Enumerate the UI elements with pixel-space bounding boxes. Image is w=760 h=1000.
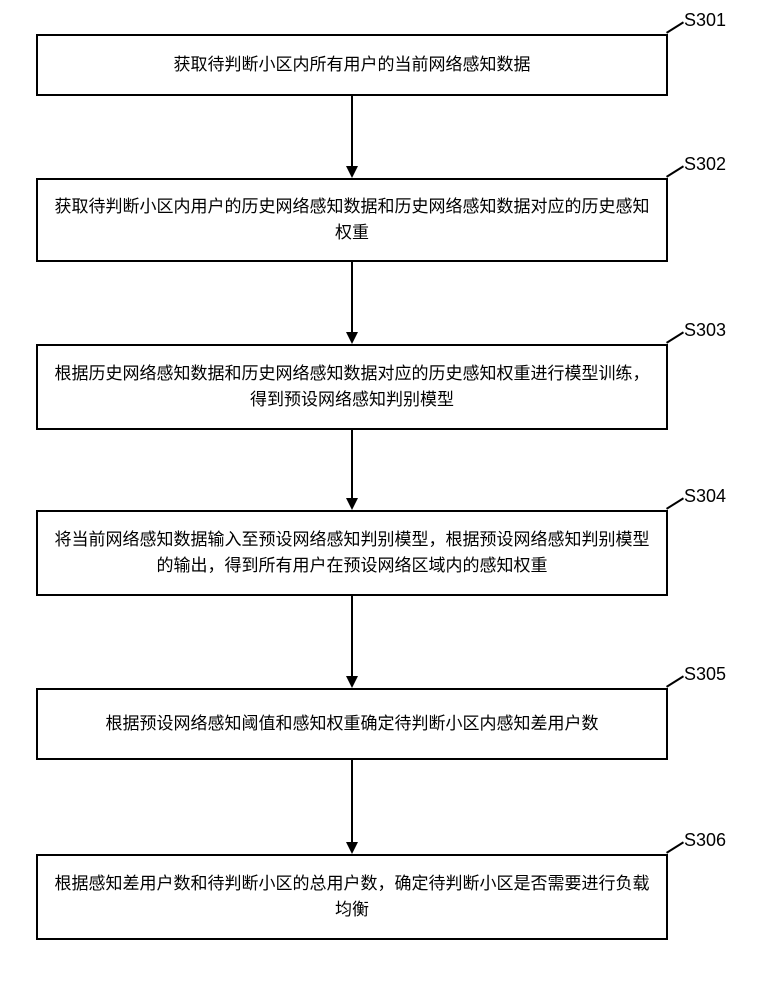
step-label: S303 bbox=[684, 320, 726, 341]
arrow-head-icon bbox=[346, 498, 358, 510]
step-label: S304 bbox=[684, 486, 726, 507]
step-label: S306 bbox=[684, 830, 726, 851]
step-text: 获取待判断小区内用户的历史网络感知数据和历史网络感知数据对应的历史感知权重 bbox=[50, 194, 654, 247]
step-text: 根据预设网络感知阈值和感知权重确定待判断小区内感知差用户数 bbox=[106, 711, 599, 737]
arrow-head-icon bbox=[346, 166, 358, 178]
corner-bracket bbox=[666, 497, 684, 509]
corner-bracket bbox=[666, 841, 684, 853]
flowchart-canvas: 获取待判断小区内所有用户的当前网络感知数据 S301 获取待判断小区内用户的历史… bbox=[0, 0, 760, 1000]
arrow-head-icon bbox=[346, 842, 358, 854]
corner-bracket bbox=[666, 331, 684, 343]
corner-bracket bbox=[666, 165, 684, 177]
step-text: 根据感知差用户数和待判断小区的总用户数，确定待判断小区是否需要进行负载均衡 bbox=[50, 871, 654, 924]
step-label: S305 bbox=[684, 664, 726, 685]
flowchart-step: 获取待判断小区内用户的历史网络感知数据和历史网络感知数据对应的历史感知权重 bbox=[36, 178, 668, 262]
flowchart-step: 将当前网络感知数据输入至预设网络感知判别模型，根据预设网络感知判别模型的输出，得… bbox=[36, 510, 668, 596]
flowchart-step: 根据感知差用户数和待判断小区的总用户数，确定待判断小区是否需要进行负载均衡 bbox=[36, 854, 668, 940]
flowchart-step: 根据历史网络感知数据和历史网络感知数据对应的历史感知权重进行模型训练，得到预设网… bbox=[36, 344, 668, 430]
arrow-shaft bbox=[351, 760, 353, 842]
arrow-shaft bbox=[351, 262, 353, 332]
flowchart-step: 根据预设网络感知阈值和感知权重确定待判断小区内感知差用户数 bbox=[36, 688, 668, 760]
corner-bracket bbox=[666, 21, 684, 33]
arrow-shaft bbox=[351, 430, 353, 498]
flowchart-step: 获取待判断小区内所有用户的当前网络感知数据 bbox=[36, 34, 668, 96]
step-text: 获取待判断小区内所有用户的当前网络感知数据 bbox=[174, 52, 531, 78]
step-text: 根据历史网络感知数据和历史网络感知数据对应的历史感知权重进行模型训练，得到预设网… bbox=[50, 361, 654, 414]
arrow-shaft bbox=[351, 596, 353, 676]
arrow-head-icon bbox=[346, 676, 358, 688]
arrow-shaft bbox=[351, 96, 353, 166]
step-label: S302 bbox=[684, 154, 726, 175]
arrow-head-icon bbox=[346, 332, 358, 344]
step-text: 将当前网络感知数据输入至预设网络感知判别模型，根据预设网络感知判别模型的输出，得… bbox=[50, 527, 654, 580]
step-label: S301 bbox=[684, 10, 726, 31]
corner-bracket bbox=[666, 675, 684, 687]
